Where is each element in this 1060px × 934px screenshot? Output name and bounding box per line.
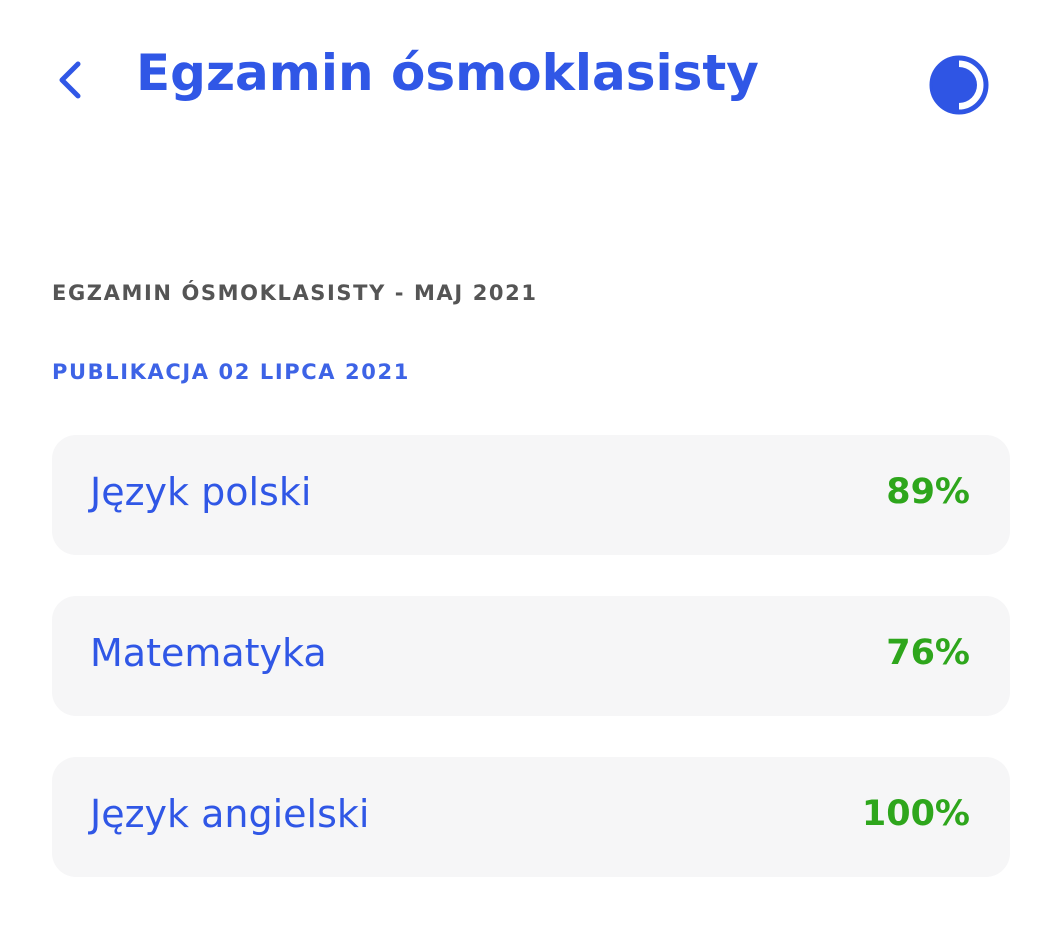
- page-title: Egzamin ósmoklasisty: [136, 44, 759, 102]
- result-card[interactable]: Język polski 89%: [52, 435, 1010, 555]
- subject: Język polski: [90, 470, 312, 514]
- result-card[interactable]: Język angielski 100%: [52, 757, 1010, 877]
- score: 76%: [886, 633, 970, 673]
- result-card[interactable]: Matematyka 76%: [52, 596, 1010, 716]
- subject: Język angielski: [90, 792, 370, 836]
- back-button[interactable]: [52, 58, 88, 102]
- score: 89%: [886, 472, 970, 512]
- score: 100%: [861, 794, 970, 834]
- section-title: EGZAMIN ÓSMOKLASISTY - MAJ 2021: [52, 281, 538, 305]
- theme-toggle[interactable]: [928, 54, 990, 116]
- subject: Matematyka: [90, 631, 327, 675]
- publication-date: PUBLIKACJA 02 LIPCA 2021: [52, 360, 410, 384]
